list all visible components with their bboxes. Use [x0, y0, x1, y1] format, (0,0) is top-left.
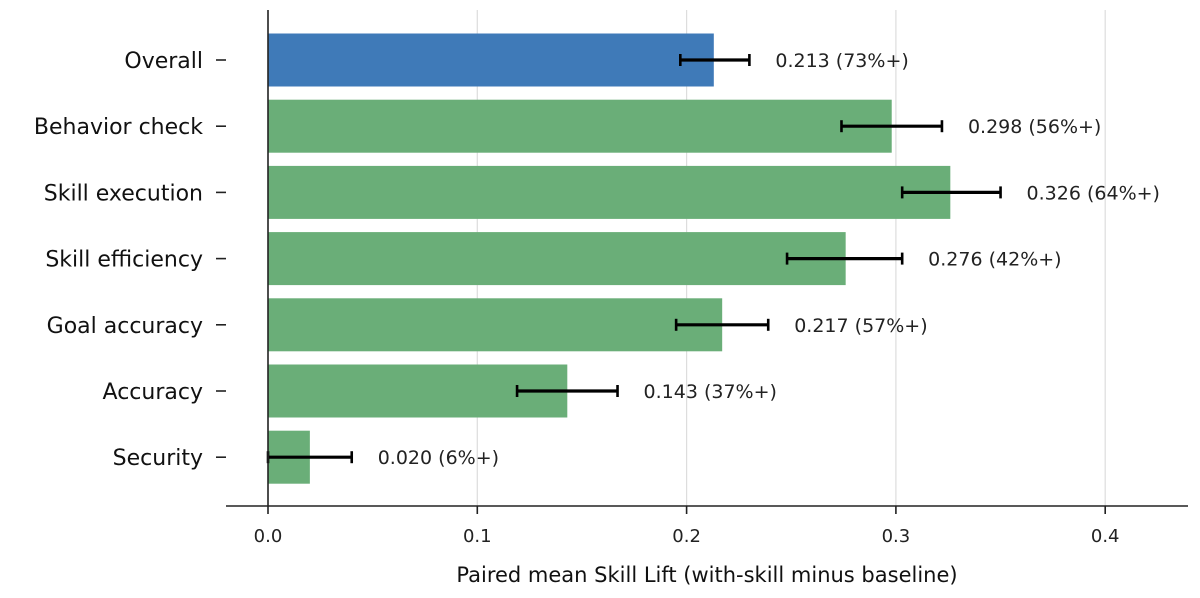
value-labels: 0.213 (73%+) 0.298 (56%+) 0.326 (64%+) 0.27…: [378, 50, 1160, 469]
bar-skill-efficiency: [268, 232, 846, 286]
value-label-3: 0.276 (42%+): [928, 249, 1061, 271]
bar-goal-accuracy: [268, 298, 723, 352]
bars: [268, 33, 951, 484]
value-label-2: 0.326 (64%+): [1027, 182, 1160, 204]
x-axis-title: Paired mean Skill Lift (with-skill minus…: [456, 563, 957, 587]
bar-skill-execution: [268, 165, 951, 219]
bar-overall: [268, 33, 714, 87]
x-tick-label-3: 0.3: [882, 526, 911, 547]
x-ticks: 0.0 0.1 0.2 0.3 0.4: [254, 506, 1120, 547]
y-tick-label-2: Skill execution: [44, 181, 203, 206]
y-tick-label-0: Overall: [124, 49, 203, 74]
value-label-4: 0.217 (57%+): [794, 315, 927, 337]
x-tick-label-1: 0.1: [463, 526, 492, 547]
y-tick-label-5: Accuracy: [103, 380, 203, 405]
x-tick-label-0: 0.0: [254, 526, 283, 547]
value-label-5: 0.143 (37%+): [644, 381, 777, 403]
value-label-1: 0.298 (56%+): [968, 116, 1101, 138]
value-label-6: 0.020 (6%+): [378, 447, 499, 469]
y-tick-label-4: Goal accuracy: [47, 314, 203, 339]
x-tick-label-2: 0.2: [672, 526, 701, 547]
y-tick-label-3: Skill efficiency: [45, 248, 203, 273]
y-tick-label-6: Security: [113, 446, 203, 471]
y-tick-label-1: Behavior check: [34, 115, 203, 140]
x-tick-label-4: 0.4: [1091, 526, 1120, 547]
bar-behavior-check: [268, 99, 892, 153]
axes: [226, 10, 1188, 507]
value-label-0: 0.213 (73%+): [775, 50, 908, 72]
y-ticks: Overall Behavior check Skill execution Skil…: [34, 49, 226, 471]
